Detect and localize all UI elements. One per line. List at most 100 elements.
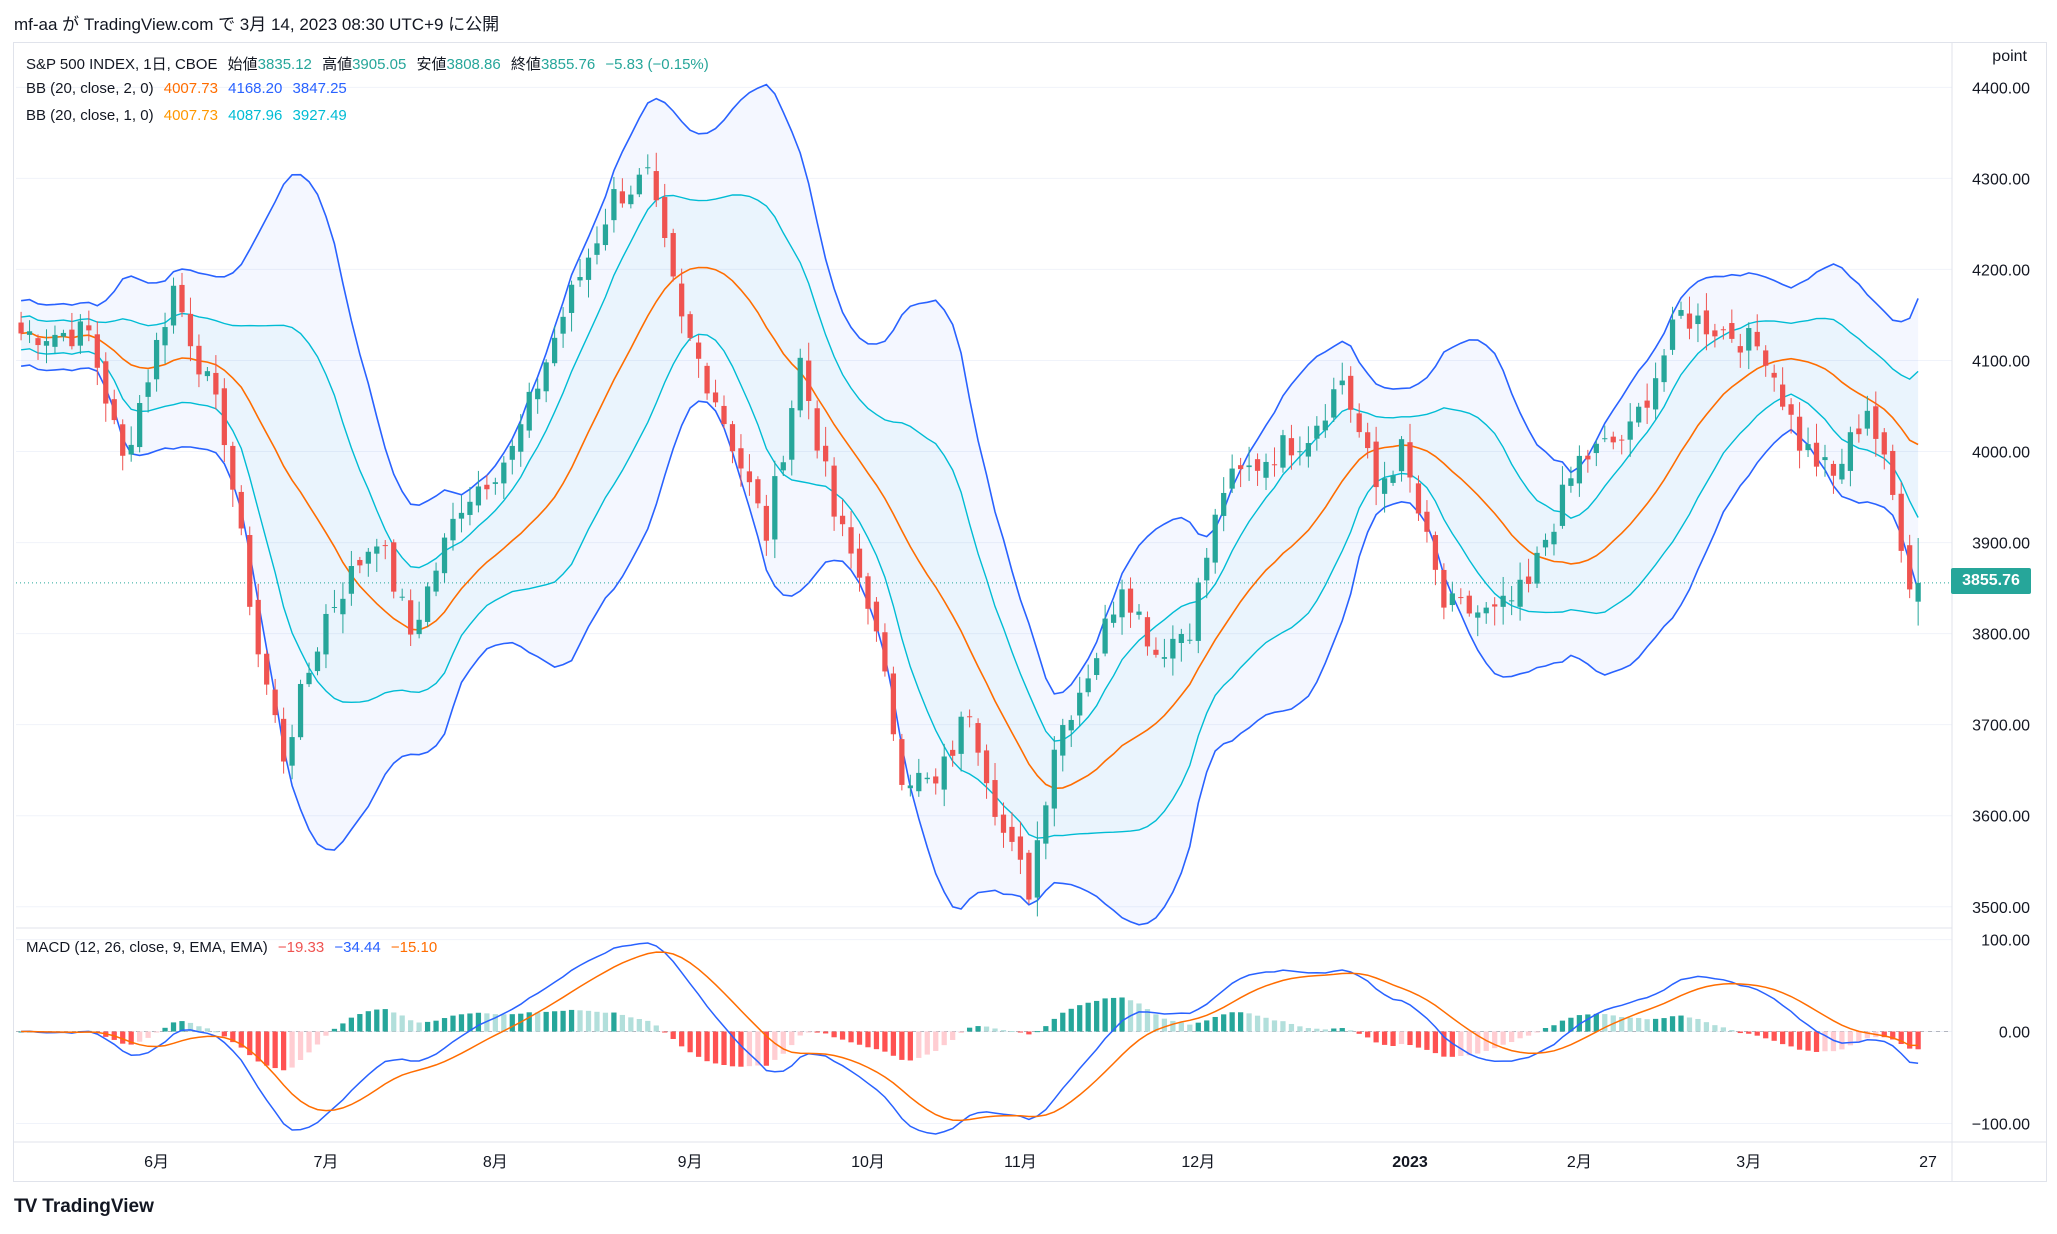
time-tick-label: 27: [1919, 1154, 1937, 1171]
bb1-legend[interactable]: BB (20, close, 1, 0) 4007.73 4087.96 392…: [26, 107, 353, 124]
macd-histogram-bar: [408, 1020, 414, 1032]
macd-histogram-bar: [1796, 1031, 1803, 1050]
candlestick-series: [18, 152, 1921, 917]
macd-histogram-bar: [1043, 1026, 1049, 1032]
candle-body: [170, 285, 177, 326]
macd-histogram-bar: [899, 1031, 905, 1060]
macd-histogram-bar: [1221, 1014, 1227, 1032]
candle-body: [1458, 597, 1464, 599]
bb2-legend[interactable]: BB (20, close, 2, 0) 4007.73 4168.20 384…: [26, 80, 353, 97]
time-tick-label: 12月: [1181, 1154, 1215, 1171]
candle-body: [86, 325, 92, 331]
price-tick-label: 3500.00: [1972, 900, 2030, 917]
macd-histogram-bar: [958, 1031, 964, 1033]
macd-histogram-bar: [179, 1021, 185, 1032]
candle-body: [1737, 346, 1743, 353]
price-unit-label[interactable]: point: [1992, 48, 2027, 65]
candle-body: [738, 448, 744, 469]
candle-body: [1254, 459, 1261, 471]
macd-histogram-bar: [873, 1031, 880, 1050]
macd-histogram-bar: [475, 1012, 482, 1032]
macd-histogram-bar: [543, 1011, 549, 1032]
macd-hist-value: −19.33: [277, 939, 325, 956]
macd-histogram-bar: [763, 1031, 769, 1066]
macd-legend[interactable]: MACD (12, 26, close, 9, EMA, EMA) −19.33…: [26, 939, 443, 956]
macd-histogram-bar: [670, 1031, 676, 1039]
macd-pane: [16, 942, 1952, 1135]
macd-histogram-bar: [1119, 997, 1125, 1032]
candle-body: [1636, 406, 1642, 423]
candle-body: [153, 339, 160, 380]
candle-body: [1542, 539, 1549, 548]
macd-histogram-bar: [264, 1031, 270, 1066]
candle-body: [789, 408, 795, 460]
macd-histogram-bar: [238, 1031, 244, 1048]
candle-body: [1085, 678, 1091, 693]
symbol-title[interactable]: S&P 500 INDEX, 1日, CBOE: [26, 56, 218, 73]
bb1-lower: 3927.49: [292, 107, 347, 124]
candle-body: [1034, 840, 1040, 898]
candle-body: [1568, 478, 1574, 486]
candle-body: [1280, 435, 1286, 468]
macd-histogram-bar: [1517, 1031, 1523, 1039]
macd-tick-label: 100.00: [1981, 933, 2030, 950]
candle-body: [484, 484, 490, 490]
macd-histogram-bar: [966, 1027, 973, 1032]
time-tick-label: 7月: [314, 1154, 339, 1171]
candle-body: [43, 341, 50, 346]
candle-body: [1000, 814, 1007, 833]
macd-histogram-bar: [1280, 1021, 1286, 1032]
macd-histogram-bar: [1381, 1031, 1388, 1045]
macd-histogram-bar: [145, 1031, 151, 1038]
bb1-upper-line: [21, 194, 1919, 742]
candle-body: [1127, 588, 1134, 613]
candle-body: [679, 283, 685, 317]
candle-body: [1110, 614, 1117, 623]
candle-body: [670, 233, 676, 277]
candle-body: [1432, 535, 1439, 570]
candle-body: [314, 651, 321, 672]
macd-histogram-bar: [1297, 1026, 1303, 1032]
macd-histogram-bar: [1026, 1031, 1032, 1035]
candle-body: [899, 739, 905, 785]
candle-body: [729, 424, 736, 452]
candle-body: [221, 388, 227, 446]
macd-histogram-bar: [331, 1028, 338, 1032]
macd-histogram-bar: [433, 1020, 439, 1032]
candle-body: [441, 537, 448, 574]
candle-body: [823, 445, 829, 462]
macd-histogram-bar: [314, 1031, 321, 1045]
candle-body: [856, 548, 863, 578]
macd-histogram-bar: [1060, 1012, 1066, 1032]
candle-body: [1585, 455, 1591, 460]
macd-histogram-bar: [416, 1022, 422, 1032]
candle-body: [1559, 484, 1566, 526]
macd-histogram-bar: [1288, 1023, 1295, 1032]
candle-body: [1813, 442, 1820, 467]
candle-body: [1060, 725, 1066, 756]
macd-histogram-bar: [552, 1011, 558, 1032]
macd-histogram-bar: [535, 1012, 541, 1032]
tradingview-footer[interactable]: TV TradingView: [14, 1196, 154, 1218]
macd-histogram-bar: [1644, 1019, 1650, 1032]
candle-body: [1805, 444, 1811, 451]
macd-histogram-bar: [645, 1020, 651, 1032]
macd-histogram-bar: [18, 1031, 24, 1033]
candle-body: [1144, 617, 1151, 647]
candle-body: [950, 749, 956, 756]
macd-histogram-bar: [814, 1031, 820, 1033]
candle-body: [687, 314, 693, 338]
candle-body: [1593, 443, 1599, 454]
candle-body: [1703, 310, 1710, 335]
candle-body: [780, 462, 786, 471]
macd-histogram-bar: [492, 1014, 498, 1032]
candle-body: [1661, 355, 1667, 383]
macd-histogram-bar: [1551, 1025, 1557, 1032]
macd-histogram-bar: [560, 1010, 566, 1032]
candle-body: [543, 362, 549, 392]
candle-body: [1271, 464, 1278, 466]
candle-body: [1576, 455, 1583, 484]
candle-body: [594, 243, 600, 255]
macd-histogram-bar: [916, 1031, 922, 1058]
